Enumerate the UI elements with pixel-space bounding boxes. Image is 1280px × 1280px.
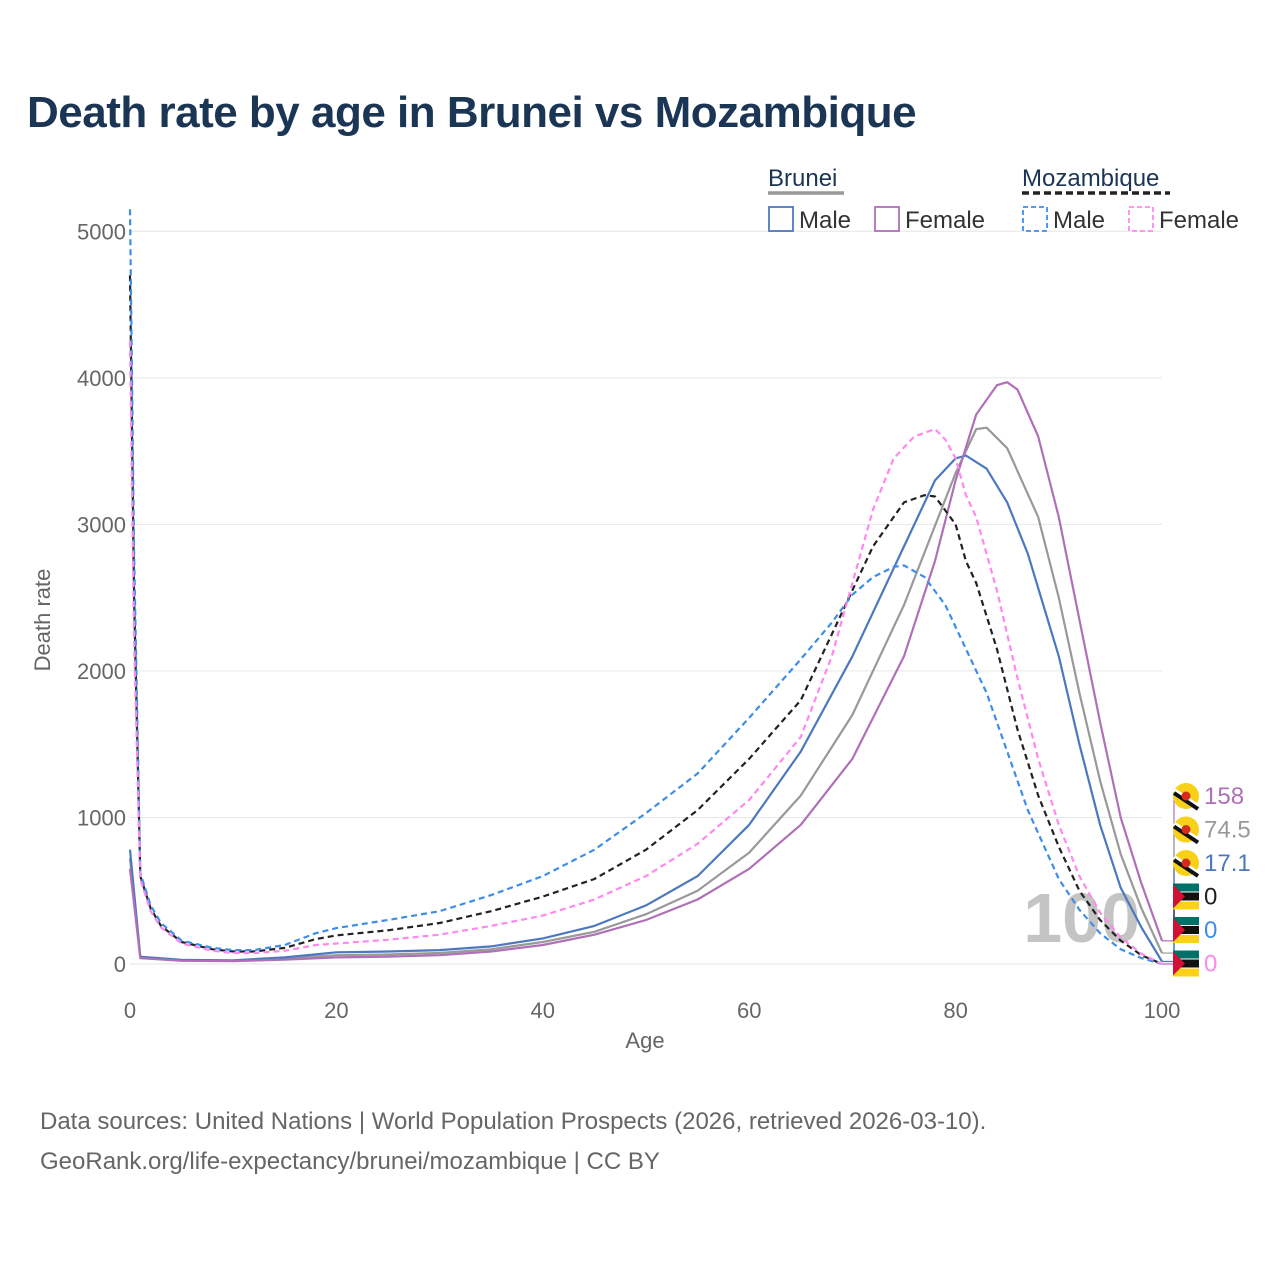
legend-swatch [1022,206,1048,232]
x-tick-label: 0 [124,998,136,1023]
x-tick-label: 100 [1144,998,1181,1023]
brunei-flag-icon [1172,783,1200,811]
brunei-flag-icon [1172,850,1200,878]
source-note: Data sources: United Nations | World Pop… [40,1108,987,1135]
brunei-flag-icon [1172,816,1200,845]
legend-item-label: Male [1053,207,1105,234]
y-tick-label: 4000 [77,366,126,391]
x-tick-label: 40 [531,998,555,1023]
chart-title: Death rate by age in Brunei vs Mozambiqu… [27,88,917,137]
y-tick-label: 0 [114,952,126,977]
legend-item-label: Female [905,207,985,234]
end-label-value: 0 [1204,917,1217,944]
series-lines [128,209,1164,966]
legend-group-title: Mozambique [1022,165,1159,192]
end-label-value: 0 [1204,884,1217,911]
y-tick-label: 5000 [77,219,126,244]
y-axis-ticks: 0 1000 2000 3000 4000 5000 [77,219,126,977]
end-label-value: 17.1 [1204,850,1251,877]
y-tick-label: 2000 [77,659,126,684]
series-line-brunei-female [128,381,1164,963]
series-line-mozambique-female [128,341,1163,965]
series-line-brunei-total [128,426,1163,962]
x-axis-label: Age [625,1028,664,1053]
x-tick-label: 20 [324,998,348,1023]
legend-item-label: Male [799,207,851,234]
legend-swatch [874,206,900,232]
age-watermark: 100 [1023,879,1140,957]
source-link[interactable]: GeoRank.org/life-expectancy/brunei/mozam… [40,1148,660,1175]
legend-swatch [768,206,794,232]
series-line-brunei-male [128,454,1163,963]
line-chart: 0 1000 2000 3000 4000 5000 0 20 40 60 80 100 100 1… [30,165,1251,1053]
end-label-connector [1162,862,1184,963]
series-line-mozambique-total [128,275,1163,966]
legend-group-title: Brunei [768,165,837,192]
mozambique-flag-icon [1173,917,1199,943]
series-line-mozambique-male [128,209,1163,966]
end-label-value: 0 [1204,951,1217,978]
end-label-value: 74.5 [1204,817,1251,844]
mozambique-flag-icon [1173,883,1199,910]
y-axis-label: Death rate [30,569,55,672]
legend-swatch [1128,206,1154,232]
legend-item-label: Female [1159,207,1239,234]
end-labels: 158 74.5 17.1 0 0 0 [1162,783,1251,978]
y-tick-label: 1000 [77,805,126,830]
x-axis-ticks: 0 20 40 60 80 100 [124,998,1180,1023]
x-tick-label: 60 [737,998,761,1023]
end-label-value: 158 [1204,783,1244,810]
x-tick-label: 80 [943,998,967,1023]
grid-lines [130,230,1162,965]
y-tick-label: 3000 [77,512,126,537]
mozambique-flag-icon [1173,950,1199,977]
